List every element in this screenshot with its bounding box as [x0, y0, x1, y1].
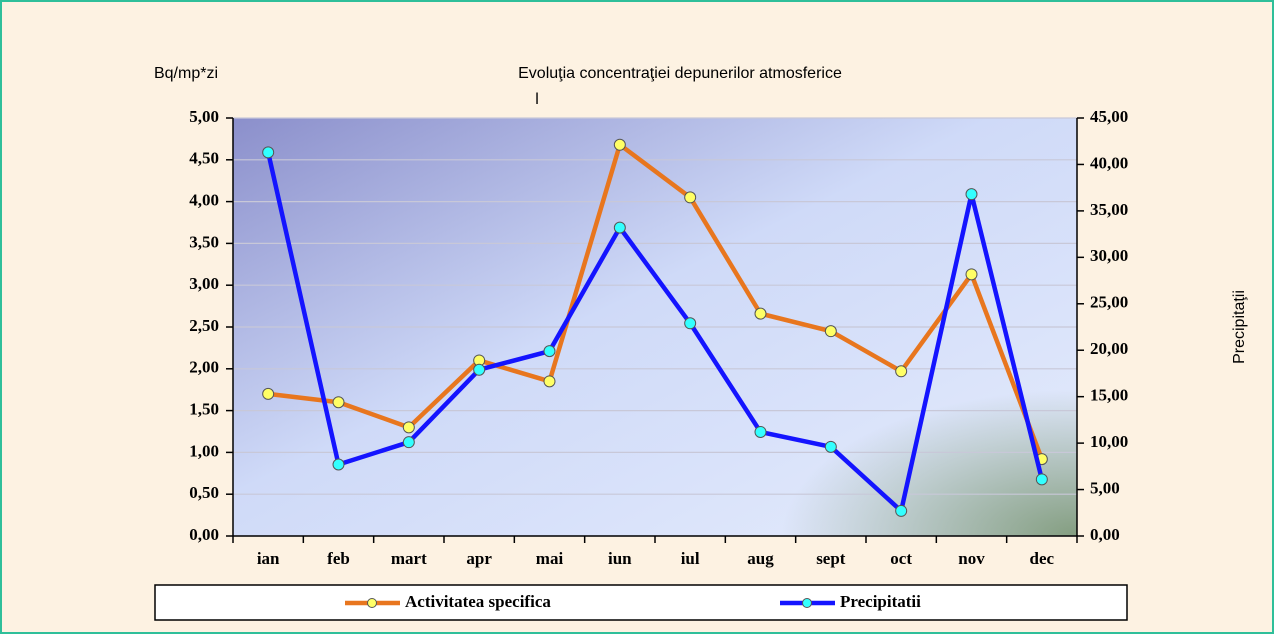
- y2-tick-label: 30,00: [1090, 246, 1128, 265]
- legend-label: Precipitatii: [840, 592, 921, 611]
- y2-tick-label: 20,00: [1090, 339, 1128, 358]
- series-marker: [824, 440, 837, 453]
- legend-marker: [367, 598, 377, 608]
- y-tick-label: 2,00: [189, 358, 219, 377]
- series-marker: [613, 221, 626, 234]
- y-tick-label: 4,00: [189, 191, 219, 210]
- x-tick-label: dec: [1030, 549, 1055, 568]
- y2-axis-label: Precipitaţii: [1231, 290, 1248, 364]
- series-marker: [824, 325, 837, 338]
- y2-tick-label: 35,00: [1090, 200, 1128, 219]
- y-axis-label: Bq/mp*zi: [154, 65, 218, 82]
- chart-subtitle: l: [535, 91, 539, 108]
- series-marker: [684, 191, 697, 204]
- y2-tick-label: 5,00: [1090, 478, 1120, 497]
- y-tick-label: 1,00: [189, 441, 219, 460]
- series-marker: [754, 425, 767, 438]
- y-tick-label: 0,50: [189, 483, 219, 502]
- series-marker: [1035, 473, 1048, 486]
- y-tick-label: 3,50: [189, 232, 219, 251]
- x-tick-label: feb: [327, 549, 350, 568]
- x-tick-label: aug: [747, 549, 774, 568]
- x-tick-label: iul: [681, 549, 700, 568]
- series-marker: [332, 396, 345, 409]
- series-marker: [262, 146, 275, 159]
- y-tick-label: 2,50: [189, 316, 219, 335]
- x-tick-label: oct: [890, 549, 912, 568]
- series-marker: [402, 436, 415, 449]
- y2-tick-label: 15,00: [1090, 386, 1128, 405]
- x-tick-label: mai: [536, 549, 564, 568]
- series-marker: [684, 317, 697, 330]
- series-marker: [965, 268, 978, 281]
- legend-label: Activitatea specifica: [405, 592, 551, 611]
- series-marker: [262, 387, 275, 400]
- y2-tick-label: 40,00: [1090, 153, 1128, 172]
- legend-marker: [802, 598, 812, 608]
- series-marker: [473, 363, 486, 376]
- y2-tick-label: 0,00: [1090, 525, 1120, 544]
- x-tick-label: apr: [466, 549, 492, 568]
- series-marker: [402, 421, 415, 434]
- legend: [154, 584, 1128, 621]
- series-marker: [895, 504, 908, 517]
- y2-tick-label: 10,00: [1090, 432, 1128, 451]
- y-tick-label: 0,00: [189, 525, 219, 544]
- series-line: [267, 142, 1044, 460]
- series-marker: [965, 188, 978, 201]
- y-tick-label: 4,50: [189, 149, 219, 168]
- y-tick-label: 5,00: [189, 107, 219, 126]
- x-tick-label: iun: [608, 549, 632, 568]
- series-marker: [895, 365, 908, 378]
- series-marker: [754, 307, 767, 320]
- series-line: [265, 151, 1045, 514]
- series-marker: [613, 138, 626, 151]
- y-tick-label: 1,50: [189, 400, 219, 419]
- series-marker: [543, 375, 556, 388]
- x-tick-label: mart: [391, 549, 427, 568]
- x-tick-label: nov: [958, 549, 985, 568]
- chart-title: Evoluţia concentraţiei depunerilor atmos…: [518, 65, 842, 82]
- x-tick-label: ian: [257, 549, 280, 568]
- series-marker: [543, 345, 556, 358]
- x-tick-label: sept: [816, 549, 846, 568]
- y2-tick-label: 25,00: [1090, 293, 1128, 312]
- y-tick-label: 3,00: [189, 274, 219, 293]
- series-marker: [332, 458, 345, 471]
- y2-tick-label: 45,00: [1090, 107, 1128, 126]
